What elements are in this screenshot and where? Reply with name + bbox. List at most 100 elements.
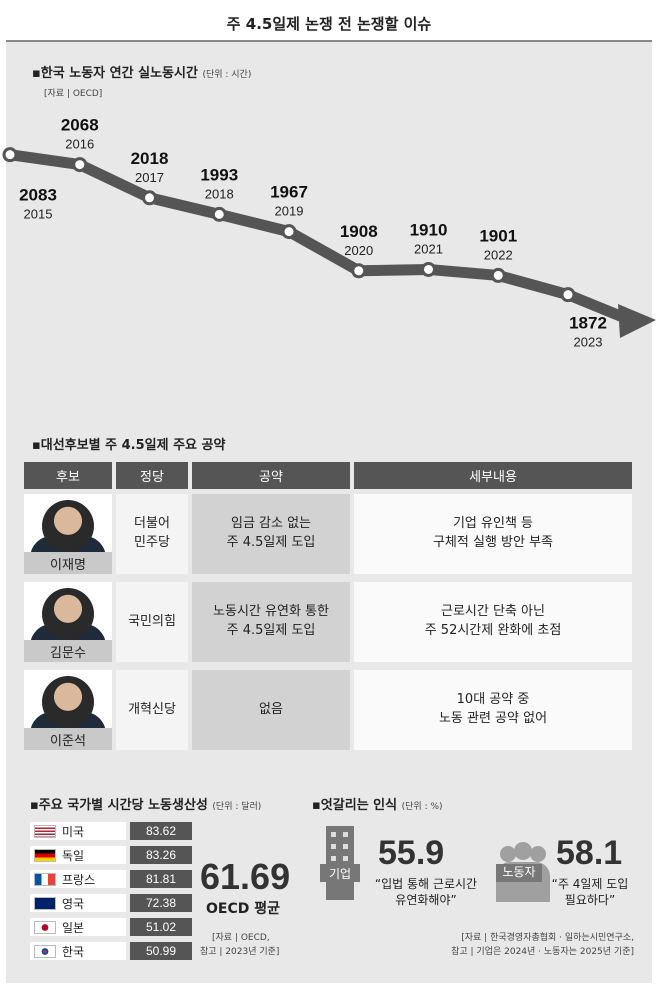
party-cell: 더불어 민주당 [116,494,188,574]
productivity-row: 프랑스 81.81 [30,870,192,888]
korea-flag-icon [34,944,56,958]
productivity-source-line1: [자료 | OECD, [212,933,270,943]
candidate-name: 이준석 [24,728,112,750]
productivity-row: 미국 83.62 [30,822,192,840]
year-label: 2015 [24,207,53,222]
country-label: 영국 [62,896,85,911]
productivity-value: 50.99 [130,942,192,960]
perception-unit: (단위 : %) [401,802,443,812]
detail-cell: 근로시간 단축 아닌 주 52시간제 완화에 초점 [354,582,632,662]
pledge-cell: 노동시간 유연화 통한 주 4.5일제 도입 [192,582,350,662]
trend-line [4,149,636,326]
line-chart-source: [자료 | OECD] [44,89,103,99]
perception-source-line1: [자료 | 한국경영자총협회 · 일하는시민연구소, [461,933,634,943]
trend-arrow-head [618,304,656,338]
line-chart-title: ▪한국 노동자 연간 실노동시간 [32,66,198,81]
candidate-photo-kim-moonsoo: 김문수 [24,582,112,662]
worker-quote: “주 4일제 도입 필요하다” [551,876,629,907]
oecd-average-label: OECD 평균 [206,901,280,917]
year-label: 2018 [205,186,234,201]
data-value-label: 2018 [131,149,169,168]
productivity-value: 81.81 [130,870,192,888]
country-cell: 프랑스 [30,870,126,888]
party-cell: 개혁신당 [116,670,188,750]
candidate-face [42,676,94,728]
company-quote: “입법 통해 근로시간 유연화해야” [374,876,478,907]
worker-icon-head [530,846,546,862]
perception-title: ▪엇갈리는 인식 [312,798,398,813]
company-label: 기업 [320,864,360,882]
pledge-cell: 임금 감소 없는 주 4.5일제 도입 [192,494,350,574]
table-header-detail: 세부내용 [354,462,632,489]
data-point [142,190,157,206]
country-cell: 한국 [30,942,126,960]
productivity-value: 83.62 [130,822,192,840]
productivity-row: 영국 72.38 [30,894,192,912]
data-value-label: 2083 [19,186,57,205]
data-value-label: 1910 [410,220,448,239]
year-label: 2022 [484,247,513,262]
data-point [2,147,18,163]
productivity-row: 일본 51.02 [30,918,192,936]
data-value-label: 1872 [569,314,607,333]
detail-cell: 기업 유인책 등 구체적 실행 방안 부족 [354,494,632,574]
productivity-row: 한국 50.99 [30,942,192,960]
line-chart-unit: (단위 : 시간) [202,70,252,80]
productivity-value: 83.26 [130,846,192,864]
table-header-candidate: 후보 [24,462,112,489]
year-label: 2016 [65,137,94,152]
table-header-pledge: 공약 [192,462,350,489]
worker-value: 58.1 [556,834,623,872]
page-title: 주 4.5일제 논쟁 전 논쟁할 이슈 [6,6,652,42]
year-label: 2019 [275,204,304,219]
productivity-title-group: ▪주요 국가별 시간당 노동생산성 (단위 : 달러) [30,794,261,813]
year-label: 2020 [344,243,373,258]
candidate-photo-lee-jaemyung: 이재명 [24,494,112,574]
data-point [281,224,297,240]
pledge-cell: 없음 [192,670,350,750]
labor-hours-line-chart: 2083 2015 2068 2016 2018 2017 1993 2018 1967 2019… [2,116,656,350]
company-building-icon [326,826,354,900]
country-label: 일본 [62,920,85,935]
data-value-label: 1901 [479,226,517,245]
japan-flag-icon [34,920,56,934]
productivity-row: 독일 83.26 [30,846,192,864]
productivity-value: 51.02 [130,918,192,936]
table-header-party: 정당 [116,462,188,489]
oecd-average-value: 61.69 [200,856,291,897]
data-point [211,206,227,222]
pledge-table-title: ▪대선후보별 주 4.5일제 주요 공약 [32,438,226,453]
data-value-label: 1967 [270,183,308,202]
country-cell: 독일 [30,846,126,864]
productivity-unit: (단위 : 달러) [212,802,262,812]
country-cell: 일본 [30,918,126,936]
party-cell: 국민의힘 [116,582,188,662]
productivity-title: ▪주요 국가별 시간당 노동생산성 [30,798,208,813]
data-point [72,157,88,173]
us-flag-icon [34,824,56,838]
candidate-name: 김문수 [24,640,112,662]
year-label: 2017 [135,170,164,185]
perception-source-line2: 참고 | 기업은 2024년 · 노동자는 2025년 기준] [451,947,634,957]
company-value: 55.9 [378,834,445,872]
data-point [351,263,367,279]
data-point [560,287,576,303]
detail-cell: 10대 공약 중 노동 관련 공약 없어 [354,670,632,750]
country-label: 독일 [62,848,85,863]
worker-label: 노동자 [496,864,542,882]
worker-icon-head [500,846,516,862]
line-chart-title-group: ▪한국 노동자 연간 실노동시간 (단위 : 시간) [32,62,251,81]
productivity-value: 72.38 [130,894,192,912]
year-label: 2021 [414,241,443,256]
germany-flag-icon [34,848,56,862]
country-label: 한국 [62,944,85,959]
year-label: 2023 [574,335,603,350]
country-cell: 영국 [30,894,126,912]
data-value-label: 1993 [200,165,238,184]
data-points [2,147,576,303]
data-point [490,267,506,283]
uk-flag-icon [34,896,56,910]
worker-icon-head [514,842,532,860]
country-label: 프랑스 [62,872,96,887]
country-label: 미국 [62,824,85,839]
